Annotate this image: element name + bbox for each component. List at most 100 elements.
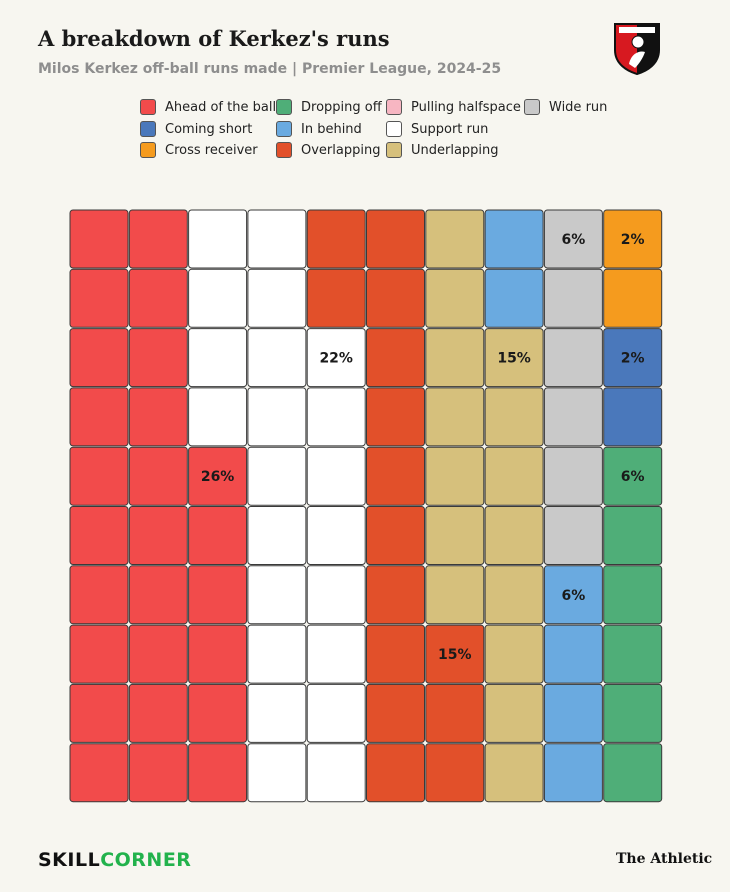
waffle-cell-ahead [69,446,129,506]
waffle-cell-ahead [69,624,129,684]
legend-swatch [386,142,402,158]
waffle-cell-ahead [128,743,188,803]
legend-label: Ahead of the ball [165,99,277,115]
skillcorner-logo: SKILLCORNER [38,849,192,871]
waffle-cell-ahead [188,743,248,803]
legend-label: Dropping off [301,99,382,115]
waffle-cell-wide [543,506,603,565]
waffle-cell-behind [543,683,603,743]
waffle-cell-underlapping [484,565,544,625]
legend-label: Cross receiver [165,142,258,158]
data-label-coming: 2% [621,351,645,367]
waffle-cell-support [306,683,366,743]
waffle-cell-support [247,387,307,447]
waffle-cell-cross [603,209,663,269]
waffle-cell-support [306,743,366,803]
legend-item-dropping: Dropping off [276,97,382,117]
waffle-cell-support [247,506,307,565]
data-label-dropping: 6% [621,469,645,485]
waffle-cell-wide [543,328,603,388]
data-label-overlapping: 15% [438,647,472,663]
waffle-cell-ahead [69,209,129,269]
data-label-cross: 2% [621,232,645,248]
waffle-cell-underlapping [484,683,544,743]
legend-label: Coming short [165,121,253,137]
data-label-wide: 6% [562,232,586,248]
waffle-cell-support [306,506,366,565]
legend-item-support: Support run [386,119,488,139]
legend-label: Pulling halfspace [411,99,521,115]
legend-swatch [140,142,156,158]
legend-item-behind: In behind [276,119,362,139]
waffle-cell-support [306,624,366,684]
waffle-cell-overlapping [366,565,425,625]
waffle-cell-support [247,328,307,388]
legend-swatch [386,99,402,115]
waffle-cell-behind [484,268,544,328]
waffle-cell-ahead [128,446,188,506]
waffle-cell-overlapping [366,387,425,447]
waffle-cell-behind [543,743,603,803]
legend-label: Wide run [549,99,608,115]
waffle-cell-support [188,209,248,269]
waffle-cell-overlapping [306,209,366,269]
waffle-cell-wide [543,209,603,269]
waffle-cell-support [188,268,248,328]
legend-swatch [140,121,156,137]
waffle-cell-coming [603,387,663,447]
legend-swatch [386,121,402,137]
waffle-cell-underlapping [484,506,544,565]
legend-label: Support run [411,121,489,137]
waffle-cell-ahead [69,506,129,565]
legend-swatch [140,99,156,115]
waffle-cell-underlapping [425,506,485,565]
waffle-cell-ahead [128,506,188,565]
waffle-cell-underlapping [484,743,544,803]
waffle-cell-support [247,446,307,506]
waffle-cell-underlapping [425,387,485,447]
legend-item-overlapping: Overlapping [276,140,380,160]
waffle-cell-overlapping [366,506,425,565]
waffle-cell-underlapping [425,565,485,625]
waffle-cell-ahead [128,268,188,328]
waffle-cell-overlapping [366,328,425,388]
waffle-cell-overlapping [366,446,425,506]
data-label-ahead: 26% [201,469,235,485]
data-label-behind: 6% [562,588,586,604]
waffle-cell-support [247,209,307,269]
waffle-cell-dropping [603,743,663,803]
legend-item-pulling: Pulling halfspace [386,97,521,117]
waffle-cell-underlapping [484,328,544,388]
waffle-cell-ahead [69,268,129,328]
data-label-support: 22% [319,351,353,367]
waffle-cell-ahead [69,328,129,388]
the-athletic-logo: The Athletic [616,851,713,867]
waffle-cell-overlapping [425,683,485,743]
waffle-cell-overlapping [425,624,485,684]
club-crest-logo [614,23,660,76]
waffle-cell-dropping [603,506,663,565]
legend-item-ahead: Ahead of the ball [140,97,276,117]
waffle-cell-ahead [69,743,129,803]
waffle-cell-overlapping [306,268,366,328]
legend-swatch [276,99,292,115]
waffle-cell-wide [543,268,603,328]
waffle-cell-support [247,268,307,328]
waffle-cell-behind [543,624,603,684]
waffle-cell-support [306,387,366,447]
waffle-cell-ahead [69,387,129,447]
waffle-cell-wide [543,387,603,447]
waffle-cell-ahead [128,683,188,743]
waffle-cell-support [188,328,248,388]
legend-label: Underlapping [411,142,499,158]
waffle-cell-ahead [188,446,248,506]
waffle-cell-overlapping [366,624,425,684]
waffle-cell-overlapping [366,743,425,803]
legend-swatch [276,121,292,137]
waffle-cell-ahead [69,565,129,625]
waffle-cell-underlapping [484,446,544,506]
data-label-underlapping: 15% [497,351,531,367]
waffle-cell-underlapping [425,209,485,269]
waffle-cell-dropping [603,446,663,506]
waffle-cell-ahead [188,624,248,684]
